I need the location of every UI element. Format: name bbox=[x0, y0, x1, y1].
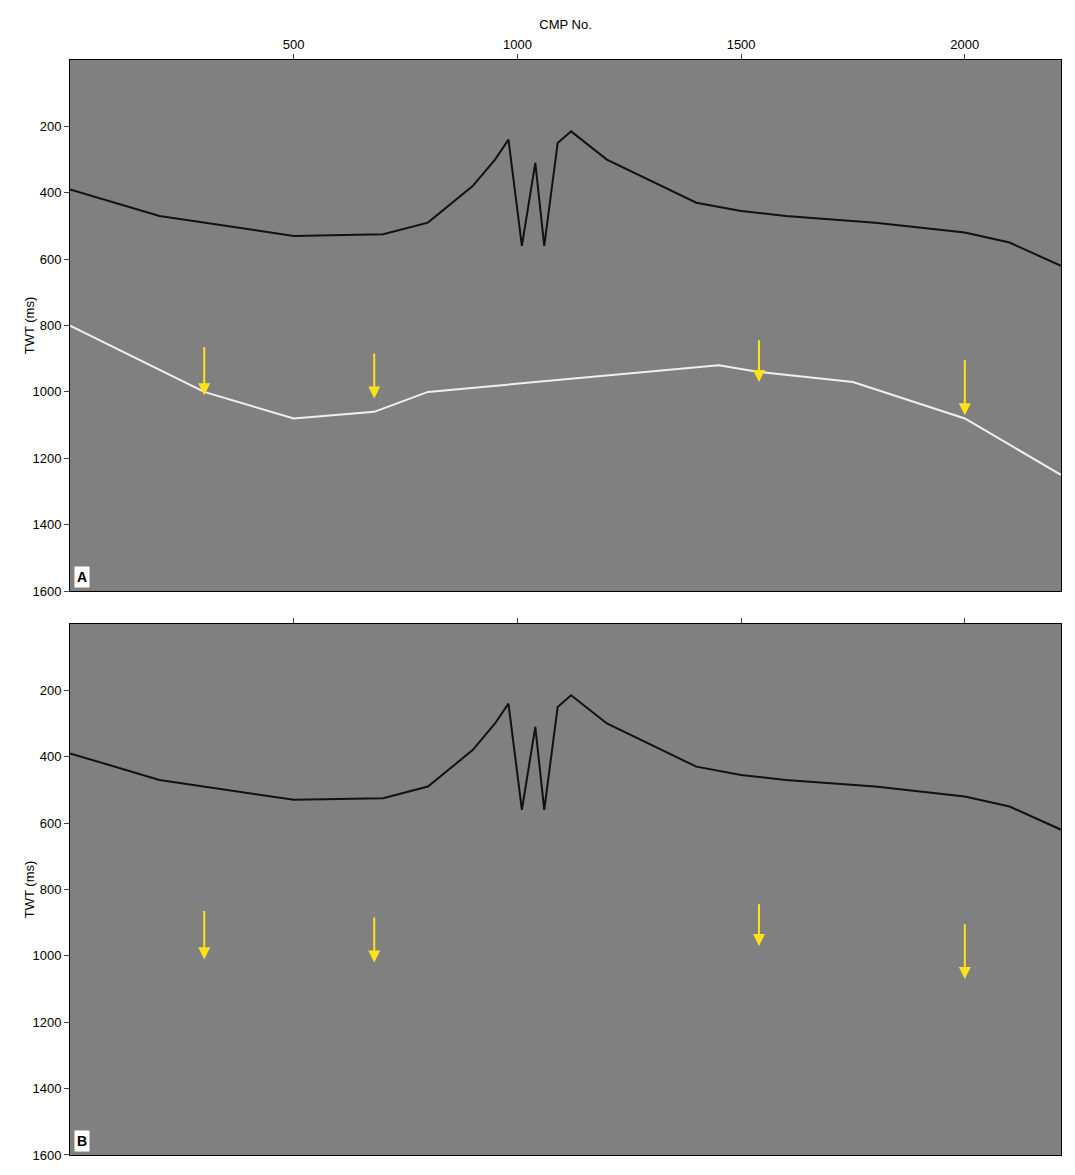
svg-text:1600: 1600 bbox=[32, 1148, 61, 1163]
svg-text:1600: 1600 bbox=[32, 584, 61, 599]
svg-text:1200: 1200 bbox=[32, 451, 61, 466]
svg-text:CMP No.: CMP No. bbox=[539, 17, 592, 32]
svg-text:1400: 1400 bbox=[32, 1081, 61, 1096]
svg-text:2000: 2000 bbox=[950, 37, 979, 52]
svg-text:1500: 1500 bbox=[727, 37, 756, 52]
svg-text:TWT (ms): TWT (ms) bbox=[22, 297, 37, 355]
svg-text:B: B bbox=[77, 1133, 87, 1149]
svg-text:1400: 1400 bbox=[32, 517, 61, 532]
svg-text:800: 800 bbox=[40, 882, 62, 897]
svg-text:200: 200 bbox=[40, 683, 62, 698]
svg-text:1000: 1000 bbox=[503, 37, 532, 52]
svg-text:400: 400 bbox=[40, 185, 62, 200]
svg-text:800: 800 bbox=[40, 318, 62, 333]
svg-text:600: 600 bbox=[40, 252, 62, 267]
svg-text:1200: 1200 bbox=[32, 1015, 61, 1030]
svg-text:TWT (ms): TWT (ms) bbox=[22, 861, 37, 919]
svg-text:1000: 1000 bbox=[32, 384, 61, 399]
svg-text:400: 400 bbox=[40, 749, 62, 764]
svg-text:600: 600 bbox=[40, 816, 62, 831]
svg-text:A: A bbox=[77, 569, 87, 585]
svg-text:200: 200 bbox=[40, 119, 62, 134]
svg-text:1000: 1000 bbox=[32, 948, 61, 963]
svg-text:500: 500 bbox=[283, 37, 305, 52]
